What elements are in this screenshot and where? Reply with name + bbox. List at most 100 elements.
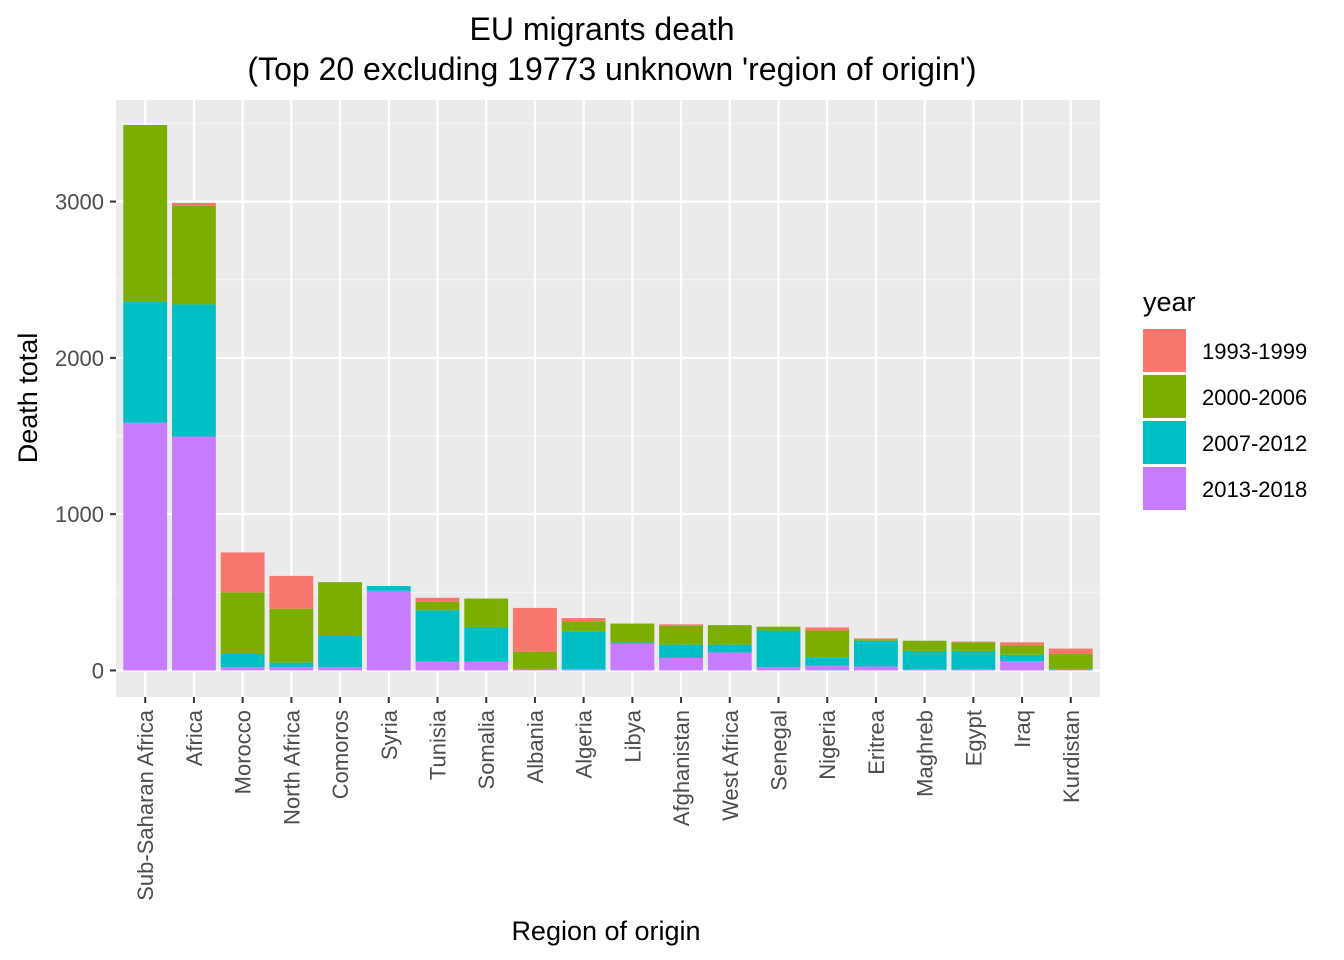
bar-segment: [659, 644, 703, 658]
x-tick-label: Comoros: [328, 710, 353, 799]
legend-label: 1993-1999: [1202, 339, 1307, 364]
x-tick-label: Somalia: [474, 709, 499, 789]
bar-segment: [756, 626, 801, 631]
bar-stack: [464, 598, 509, 671]
bar-segment: [123, 301, 168, 423]
bar-stack: [123, 125, 168, 671]
x-tick-label: Afghanistan: [669, 710, 694, 826]
bar-segment: [269, 667, 314, 671]
bar-stack: [172, 202, 216, 671]
bar-segment: [415, 597, 460, 602]
bar-stack: [610, 623, 655, 671]
bar-stack: [318, 582, 362, 671]
bar-segment: [561, 668, 606, 671]
bar-segment: [172, 436, 216, 671]
bar-segment: [561, 631, 606, 669]
bar-segment: [805, 665, 850, 671]
y-tick-label: 2000: [55, 346, 104, 371]
bar-segment: [902, 640, 947, 651]
bar-segment: [366, 590, 411, 671]
bar-stack: [659, 624, 703, 671]
chart-subtitle: (Top 20 excluding 19773 unknown 'region …: [247, 51, 976, 87]
x-tick-label: Algeria: [572, 709, 597, 778]
legend: year 1993-1999 2000-2006 2007-2012 2013-201…: [1143, 287, 1307, 510]
legend-label: 2000-2006: [1202, 385, 1307, 410]
bar-stack: [951, 641, 996, 671]
y-axis: 0 1000 2000 3000: [55, 190, 116, 683]
bar-segment: [220, 592, 265, 655]
x-tick-label: Africa: [182, 709, 207, 766]
bar-segment: [1048, 669, 1093, 671]
bar-stack: [220, 552, 265, 671]
bar-segment: [561, 618, 606, 622]
bar-segment: [951, 650, 996, 670]
bar-segment: [513, 669, 557, 671]
x-tick-label: West Africa: [718, 709, 743, 821]
bar-segment: [415, 661, 460, 671]
legend-label: 2013-2018: [1202, 477, 1307, 502]
bar-stack: [1000, 642, 1044, 671]
bar-segment: [805, 657, 850, 666]
bar-segment: [659, 657, 703, 671]
bar-segment: [1000, 642, 1044, 646]
legend-key: [1143, 329, 1186, 372]
x-tick-label: Eritrea: [864, 709, 889, 775]
bar-segment: [659, 625, 703, 645]
y-tick-label: 1000: [55, 502, 104, 527]
bar-segment: [464, 627, 509, 662]
bar-segment: [464, 598, 509, 628]
x-tick-label: Albania: [523, 709, 548, 783]
bar-stack: [902, 640, 947, 671]
bar-stack: [561, 618, 606, 671]
bar-segment: [513, 607, 557, 652]
bar-segment: [415, 610, 460, 662]
legend-label: 2007-2012: [1202, 431, 1307, 456]
bar-segment: [415, 601, 460, 611]
bar-segment: [1048, 654, 1093, 669]
bar-segment: [1000, 654, 1044, 662]
x-tick-label: North Africa: [279, 709, 304, 825]
bar-stack: [756, 626, 801, 671]
bar-segment: [610, 623, 655, 643]
bar-segment: [902, 669, 947, 671]
x-tick-label: Tunisia: [426, 709, 451, 780]
bar-segment: [269, 662, 314, 668]
bar-stack: [415, 597, 460, 671]
bar-segment: [951, 642, 996, 651]
x-axis: Sub-Saharan Africa Africa Morocco North Afr…: [133, 697, 1084, 901]
bar-segment: [318, 667, 362, 671]
x-tick-label: Syria: [377, 709, 402, 760]
x-tick-label: Egypt: [961, 710, 986, 766]
bar-segment: [707, 652, 752, 671]
bar-segment: [123, 125, 168, 302]
bar-stack: [366, 586, 411, 671]
bar-segment: [854, 639, 898, 641]
bar-segment: [172, 205, 216, 305]
bar-segment: [805, 630, 850, 658]
bar-segment: [220, 552, 265, 593]
bar-segment: [1048, 648, 1093, 655]
bar-segment: [1000, 661, 1044, 671]
bar-segment: [220, 654, 265, 668]
bar-segment: [269, 608, 314, 663]
bar-segment: [805, 627, 850, 631]
bar-segment: [707, 625, 752, 645]
legend-key: [1143, 467, 1186, 510]
x-axis-title: Region of origin: [511, 916, 700, 946]
x-tick-label: Iraq: [1010, 710, 1035, 748]
bar-segment: [464, 661, 509, 671]
x-tick-label: Kurdistan: [1059, 710, 1084, 803]
bar-segment: [756, 630, 801, 668]
bar-stack: [854, 638, 898, 671]
y-tick-label: 0: [92, 658, 104, 683]
bar-segment: [513, 651, 557, 669]
x-tick-label: Nigeria: [815, 709, 840, 779]
bars: [123, 125, 1093, 671]
bar-segment: [366, 586, 411, 591]
x-tick-label: Maghreb: [913, 710, 938, 797]
legend-items: 1993-1999 2000-2006 2007-2012 2013-2018: [1143, 329, 1307, 510]
bar-segment: [1048, 668, 1093, 670]
bar-segment: [513, 668, 557, 670]
bar-segment: [756, 667, 801, 671]
